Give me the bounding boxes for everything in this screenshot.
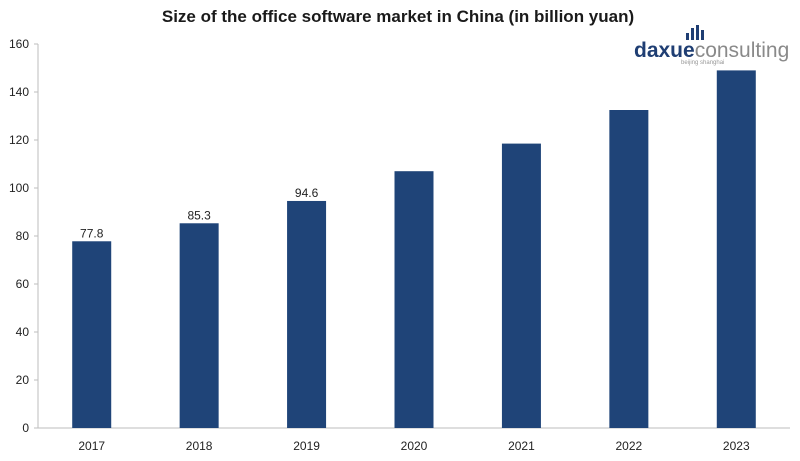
y-tick-label: 40 [16,325,30,339]
x-tick-label: 2021 [508,439,535,453]
y-tick-label: 20 [16,373,30,387]
x-tick-label: 2020 [401,439,428,453]
bar-2018 [179,223,219,428]
x-tick-label: 2019 [293,439,320,453]
bar-2023 [716,70,756,429]
bar-2019 [287,200,327,428]
y-tick-label: 140 [9,85,29,99]
chart-title: Size of the office software market in Ch… [162,7,634,26]
y-tick-label: 0 [22,421,29,435]
y-tick-label: 80 [16,229,30,243]
y-tick-label: 160 [9,37,29,51]
data-label-2018: 85.3 [187,208,211,222]
y-tick-label: 120 [9,133,29,147]
logo-bars-icon [686,25,704,40]
x-axis: 2017 2018 2019 2020 2021 2022 2023 [38,427,790,453]
bar-2020 [394,171,434,428]
logo-wordmark: daxueconsulting [634,39,789,62]
data-label-2019: 94.6 [295,186,319,200]
logo-tagline: beijing shanghai [681,60,724,66]
bar-2021 [501,143,541,428]
data-labels: 77.8 85.3 94.6 [80,186,319,240]
brand-logo: daxueconsulting beijing shanghai [634,25,789,66]
y-tick-label: 60 [16,277,30,291]
x-tick-label: 2017 [78,439,105,453]
x-tick-label: 2022 [616,439,643,453]
y-axis: 0 20 40 60 80 100 120 140 160 [9,37,39,435]
bar-2022 [609,110,649,428]
x-tick-label: 2018 [186,439,213,453]
bar-2017 [72,241,112,428]
data-label-2017: 77.8 [80,226,104,240]
bars [72,70,756,429]
y-tick-label: 100 [9,181,29,195]
x-tick-label: 2023 [723,439,750,453]
